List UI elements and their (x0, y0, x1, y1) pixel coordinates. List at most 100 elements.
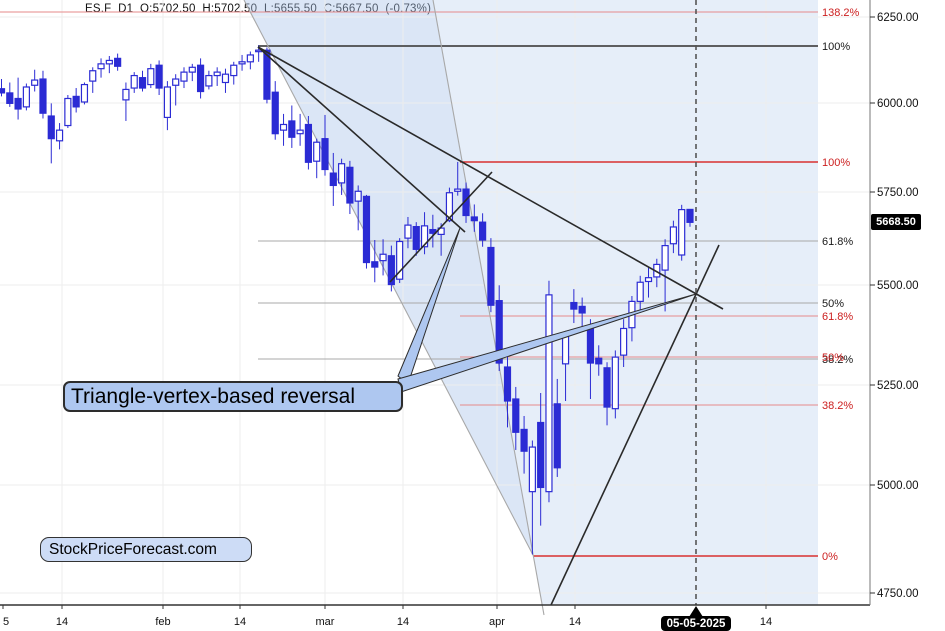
candle-body (279, 123, 288, 131)
candle-body (512, 398, 520, 433)
candle-body (172, 78, 180, 86)
x-tick-label: 14 (569, 616, 581, 628)
candle-body (39, 78, 47, 114)
candle-body (362, 195, 371, 264)
y-tick-label: 6250.00 (877, 12, 919, 24)
y-tick-label: 5250.00 (877, 380, 919, 392)
fib-black-label: 61.8% (822, 236, 853, 248)
candle-body (89, 70, 97, 82)
candle-body (188, 66, 196, 73)
candle-body (454, 188, 462, 192)
candle-body (22, 86, 30, 108)
fib-black-label: 38.2% (822, 354, 853, 366)
fib-red-label: 138.2% (822, 7, 860, 19)
candle-body (420, 225, 429, 248)
candle-body (130, 74, 138, 89)
candle-body (55, 129, 64, 142)
last-price-tag: 5668.50 (871, 214, 921, 230)
candle-body (205, 74, 213, 87)
fib-red-label: 100% (822, 157, 850, 169)
candle-body (230, 64, 238, 77)
candle-body (553, 403, 561, 469)
candle-body (586, 327, 595, 364)
fan-line-steep (257, 46, 466, 233)
candle-body (545, 294, 553, 493)
decline-steep-gray (432, 0, 545, 616)
candle-body (611, 356, 619, 410)
candle-body (561, 334, 570, 365)
candle-body (470, 216, 478, 222)
candle-body (80, 83, 89, 103)
candle-body (379, 253, 387, 262)
x-tick-label: 14 (397, 616, 409, 628)
annotation-label: Triangle-vertex-based reversal (63, 381, 403, 412)
candle-body (213, 71, 221, 77)
candle-body (72, 95, 80, 108)
candle-body (661, 245, 669, 271)
candle-body (487, 246, 495, 306)
candle-body (304, 123, 313, 163)
candle-body (396, 240, 404, 280)
candle-body (221, 73, 230, 84)
candle-body (147, 68, 155, 86)
candle-body (196, 64, 205, 93)
candle-body (288, 120, 296, 138)
candle-body (313, 141, 321, 162)
candle-body (14, 97, 22, 110)
candle-body (669, 226, 677, 245)
candle-body (495, 300, 503, 364)
candle-body (64, 97, 72, 127)
candle-body (0, 88, 6, 94)
fib-red-label: 0% (822, 551, 838, 563)
candle-body (296, 129, 304, 135)
fib-red-label: 50% (822, 352, 844, 364)
candle-body (114, 57, 122, 67)
date-tag-notch (689, 606, 703, 617)
fib-red-label: 61.8% (822, 311, 853, 323)
candle-body (163, 86, 171, 119)
candle-body (578, 305, 586, 314)
candle-body (371, 261, 379, 268)
candle-body (404, 224, 412, 239)
candle-body (570, 301, 578, 310)
y-tick-label: 5750.00 (877, 187, 919, 199)
rising-line-march (389, 171, 493, 283)
candle-body (329, 172, 337, 187)
fib-black-label: 100% (822, 41, 850, 53)
candle-body (636, 281, 644, 302)
candle-body (180, 71, 188, 82)
candle-body (238, 61, 246, 65)
candle-body (31, 79, 39, 86)
y-tick-label: 5500.00 (877, 280, 919, 292)
fib-black-label: 50% (822, 298, 844, 310)
candle-body (503, 366, 512, 402)
candle-body (354, 190, 362, 202)
fib-red-label: 38.2% (822, 400, 853, 412)
candle-body (138, 77, 147, 89)
candle-body (263, 49, 271, 100)
x-tick-label: 5 (3, 616, 9, 628)
x-tick-label: 14 (760, 616, 772, 628)
x-tick-label: apr (489, 616, 505, 628)
x-tick-label: feb (155, 616, 170, 628)
candle-body (537, 421, 545, 489)
candle-body (105, 59, 113, 65)
y-tick-label: 6000.00 (877, 98, 919, 110)
candle-body (520, 428, 528, 452)
candle-body (678, 208, 686, 256)
x-tick-label: 14 (234, 616, 246, 628)
candle-body (155, 64, 163, 89)
candle-body (346, 166, 354, 204)
x-tick-label: mar (316, 616, 335, 628)
candle-body (644, 277, 653, 283)
candle-body (479, 221, 487, 241)
candle-body (387, 255, 395, 286)
candle-body (337, 163, 346, 184)
candle-body (603, 367, 611, 408)
x-tick-label: 14 (56, 616, 68, 628)
candle-body (271, 91, 279, 135)
candle-body (445, 192, 454, 222)
fan-line-shallow (257, 46, 724, 310)
